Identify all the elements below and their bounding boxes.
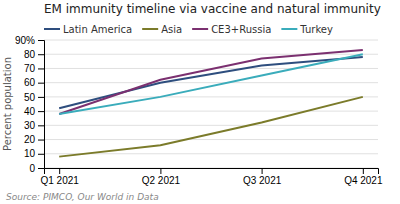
legend-swatch — [44, 28, 60, 30]
grid-line — [44, 82, 378, 83]
x-tick-label: Q3 2021 — [243, 175, 282, 186]
legend-label: Latin America — [63, 24, 132, 35]
y-tick-mark — [38, 111, 44, 112]
y-axis: 0 10 20 30 40 50 60 70 80 90% — [15, 35, 45, 174]
x-tick-mark — [262, 168, 263, 174]
legend-label: Asia — [161, 24, 182, 35]
x-axis: Q1 2021 Q2 2021 Q3 2021 Q4 2021 — [40, 168, 382, 186]
y-tick-label: 80 — [24, 49, 36, 60]
chart: 0 10 20 30 40 50 60 70 80 90% Q1 2021 Q2 2021 Q3 202… — [0, 0, 400, 204]
grid-line — [44, 111, 378, 112]
x-tick-label: Q2 2021 — [142, 175, 181, 186]
y-tick: 40 — [24, 106, 44, 117]
grid-line — [44, 125, 378, 126]
y-tick: 70 — [24, 63, 44, 74]
y-tick: 80 — [24, 49, 44, 60]
title: EM immunity timeline via vaccine and nat… — [44, 2, 381, 16]
y-tick-mark — [38, 68, 44, 69]
y-tick-label: 30 — [24, 120, 36, 131]
y-tick-mark — [38, 168, 44, 169]
plot-area: 0 10 20 30 40 50 60 70 80 90% Q1 2021 Q2 2021 Q3 202… — [15, 35, 383, 186]
y-tick-label: 90% — [15, 35, 35, 46]
grid-line — [44, 96, 378, 97]
y-tick-label: 70 — [24, 63, 36, 74]
y-tick-label: 40 — [24, 106, 36, 117]
y-tick-label: 50 — [24, 92, 36, 103]
y-tick-label: 60 — [24, 77, 36, 88]
grid-line — [44, 40, 378, 41]
y-tick-mark — [38, 40, 44, 41]
x-tick: Q2 2021 — [142, 168, 181, 186]
y-tick: 90% — [15, 35, 44, 46]
series-line — [59, 54, 363, 114]
x-tick-mark — [363, 168, 364, 174]
y-tick-label: 0 — [29, 163, 35, 174]
legend-item: CE3+Russia — [192, 24, 271, 35]
legend-label: CE3+Russia — [211, 24, 271, 35]
lines — [59, 50, 363, 157]
x-tick: Q4 2021 — [344, 168, 383, 186]
y-tick-mark — [38, 54, 44, 55]
y-tick: 0 — [29, 163, 44, 174]
grid — [44, 40, 378, 168]
x-axis-line — [45, 169, 379, 175]
y-tick: 30 — [24, 120, 44, 131]
y-tick: 10 — [24, 148, 44, 159]
source: Source: PIMCO, Our World in Data — [6, 192, 159, 202]
x-tick-label: Q1 2021 — [40, 175, 79, 186]
legend-swatch — [281, 28, 297, 30]
series-line — [59, 50, 363, 114]
y-tick-mark — [38, 140, 44, 141]
x-tick: Q3 2021 — [243, 168, 282, 186]
y-tick-label: 10 — [24, 148, 36, 159]
legend: Latin America Asia CE3+Russia Turkey — [44, 24, 333, 35]
y-tick-mark — [38, 125, 44, 126]
y-tick-mark — [38, 83, 44, 84]
y-tick: 20 — [24, 134, 44, 145]
x-tick: Q1 2021 — [40, 168, 79, 186]
y-axis-title: Percent population — [2, 57, 13, 151]
y-tick-mark — [38, 154, 44, 155]
legend-swatch — [192, 28, 208, 30]
x-tick-mark — [59, 168, 60, 174]
legend-item: Turkey — [281, 24, 333, 35]
legend-label: Turkey — [299, 24, 333, 35]
x-tick-mark — [160, 168, 161, 174]
grid-line — [44, 139, 378, 140]
y-axis-line — [38, 41, 45, 169]
x-tick-label: Q4 2021 — [344, 175, 383, 186]
legend-item: Asia — [142, 24, 182, 35]
legend-swatch — [142, 28, 158, 30]
legend-item: Latin America — [44, 24, 132, 35]
y-tick-label: 20 — [24, 134, 36, 145]
y-tick: 50 — [24, 92, 44, 103]
y-tick-mark — [38, 97, 44, 98]
y-tick: 60 — [24, 77, 44, 88]
